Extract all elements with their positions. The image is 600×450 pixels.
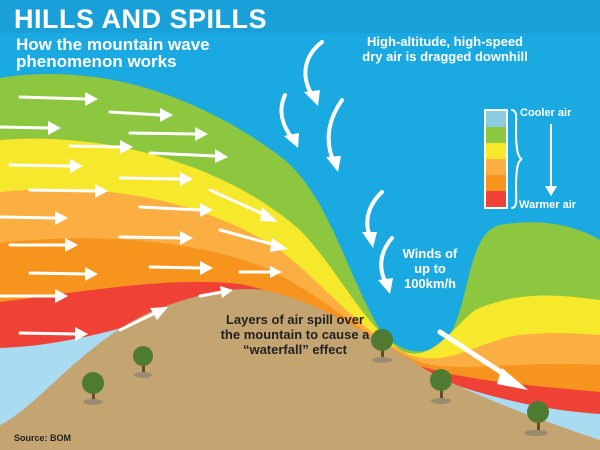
trees [82,329,549,436]
legend-swatch [486,191,506,207]
annotation-layers: Layers of air spill over the mountain to… [220,312,370,357]
source-credit: Source: BOM [14,433,72,443]
subtitle: How the mountain wave phenomenon works [16,35,210,71]
arrow-icon [218,228,288,252]
arrow-icon [208,188,278,222]
arrow-icon [0,211,68,225]
annotation-sky: High-altitude, high-speed dry air is dra… [362,34,528,64]
arrow-icon [118,172,193,186]
curved-arrow-icon [365,190,384,238]
big-arrow-icon [437,329,528,390]
arrow-icon [18,327,88,341]
curved-arrow-icon [303,40,324,97]
arrow-icon [108,108,173,122]
arrow-icon [148,149,228,163]
arrow-icon [238,266,282,278]
legend-swatch [486,143,506,159]
tree-icon [430,369,452,404]
legend-swatch [486,175,506,191]
ground-mountain [0,289,600,450]
tree-icon [133,346,153,378]
curved-arrow-icon [279,93,294,140]
arrow-icon [138,203,213,217]
arrow-icon [0,121,61,135]
tree-icon [524,401,549,436]
tree-icon [371,329,393,363]
arrow-icon [28,184,108,198]
legend-swatch [486,127,506,143]
arrow-icon [118,307,168,332]
curved-arrow-icon [326,98,344,162]
legend-cooler-label: Cooler air [520,107,572,119]
arrow-icon [8,238,78,252]
legend-warmer-label: Warmer air [519,199,577,211]
curved-arrow-icon [379,236,394,285]
annotation-winds: Winds of up to 100km/h [402,246,458,291]
arrow-icon [128,127,208,141]
brace-icon [510,109,523,209]
legend-swatch [486,159,506,175]
arrow-icon [0,289,68,303]
arrow-icon [198,286,233,298]
page-title: HILLS AND SPILLS [14,4,268,34]
arrow-icon [8,159,83,173]
arrow-icon [28,267,98,281]
wind-arrows [0,92,528,390]
arrow-icon [118,231,193,245]
downdraft-arrows [279,40,394,294]
title-band [0,0,600,33]
arrow-icon [148,261,213,275]
arrow-icon [18,92,98,106]
arrow-icon [68,140,133,154]
legend-swatch [486,111,506,127]
temperature-legend [484,109,557,209]
tree-icon [82,372,104,405]
